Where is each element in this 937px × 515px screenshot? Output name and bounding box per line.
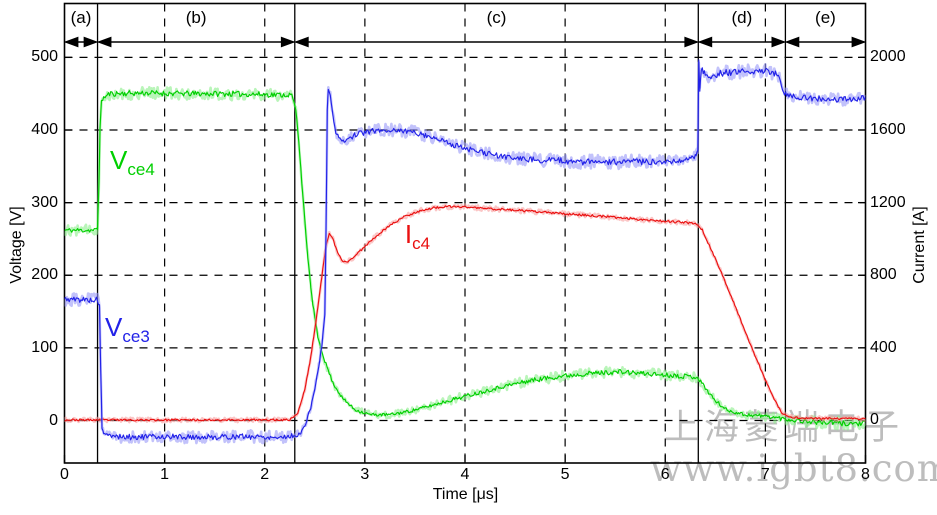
left-tick-label: 100 (31, 338, 58, 356)
right-tick-label: 400 (870, 338, 897, 356)
trace-label-ic4: Ic4 (404, 219, 431, 254)
x-tick-label: 7 (760, 466, 770, 483)
left-tick-label: 300 (31, 193, 58, 211)
left-tick-label: 500 (31, 48, 58, 66)
x-tick-label: 5 (560, 466, 570, 483)
left-axis-title: Voltage [V] (8, 206, 25, 284)
x-tick-label: 8 (861, 466, 870, 483)
x-axis-title: Time [μs] (432, 486, 499, 503)
region-label-c: (c) (486, 8, 507, 27)
right-tick-label: 800 (870, 266, 897, 284)
region-label-e: (e) (815, 8, 836, 27)
x-tick-label: 2 (260, 466, 270, 483)
left-tick-label: 200 (31, 266, 58, 284)
x-tick-label: 4 (460, 466, 470, 483)
right-axis-title: Current [A] (911, 206, 928, 284)
x-tick-label: 6 (660, 466, 670, 483)
x-tick-label: 3 (360, 466, 370, 483)
left-tick-label: 400 (31, 121, 58, 138)
trace-label-vce3: Vce3 (105, 312, 150, 347)
region-label-a: (a) (70, 8, 92, 27)
right-tick-label: 1200 (870, 193, 906, 211)
right-tick-label: 1600 (870, 120, 906, 138)
left-tick-label: 0 (49, 411, 58, 429)
right-tick-label: 2000 (870, 48, 906, 66)
x-tick-label: 1 (160, 466, 170, 483)
right-tick-label: 0 (870, 411, 879, 429)
region-label-b: (b) (185, 8, 207, 27)
region-label-d: (d) (731, 8, 753, 27)
x-tick-label: 0 (60, 466, 69, 483)
trace-label-vce4: Vce4 (110, 145, 155, 180)
